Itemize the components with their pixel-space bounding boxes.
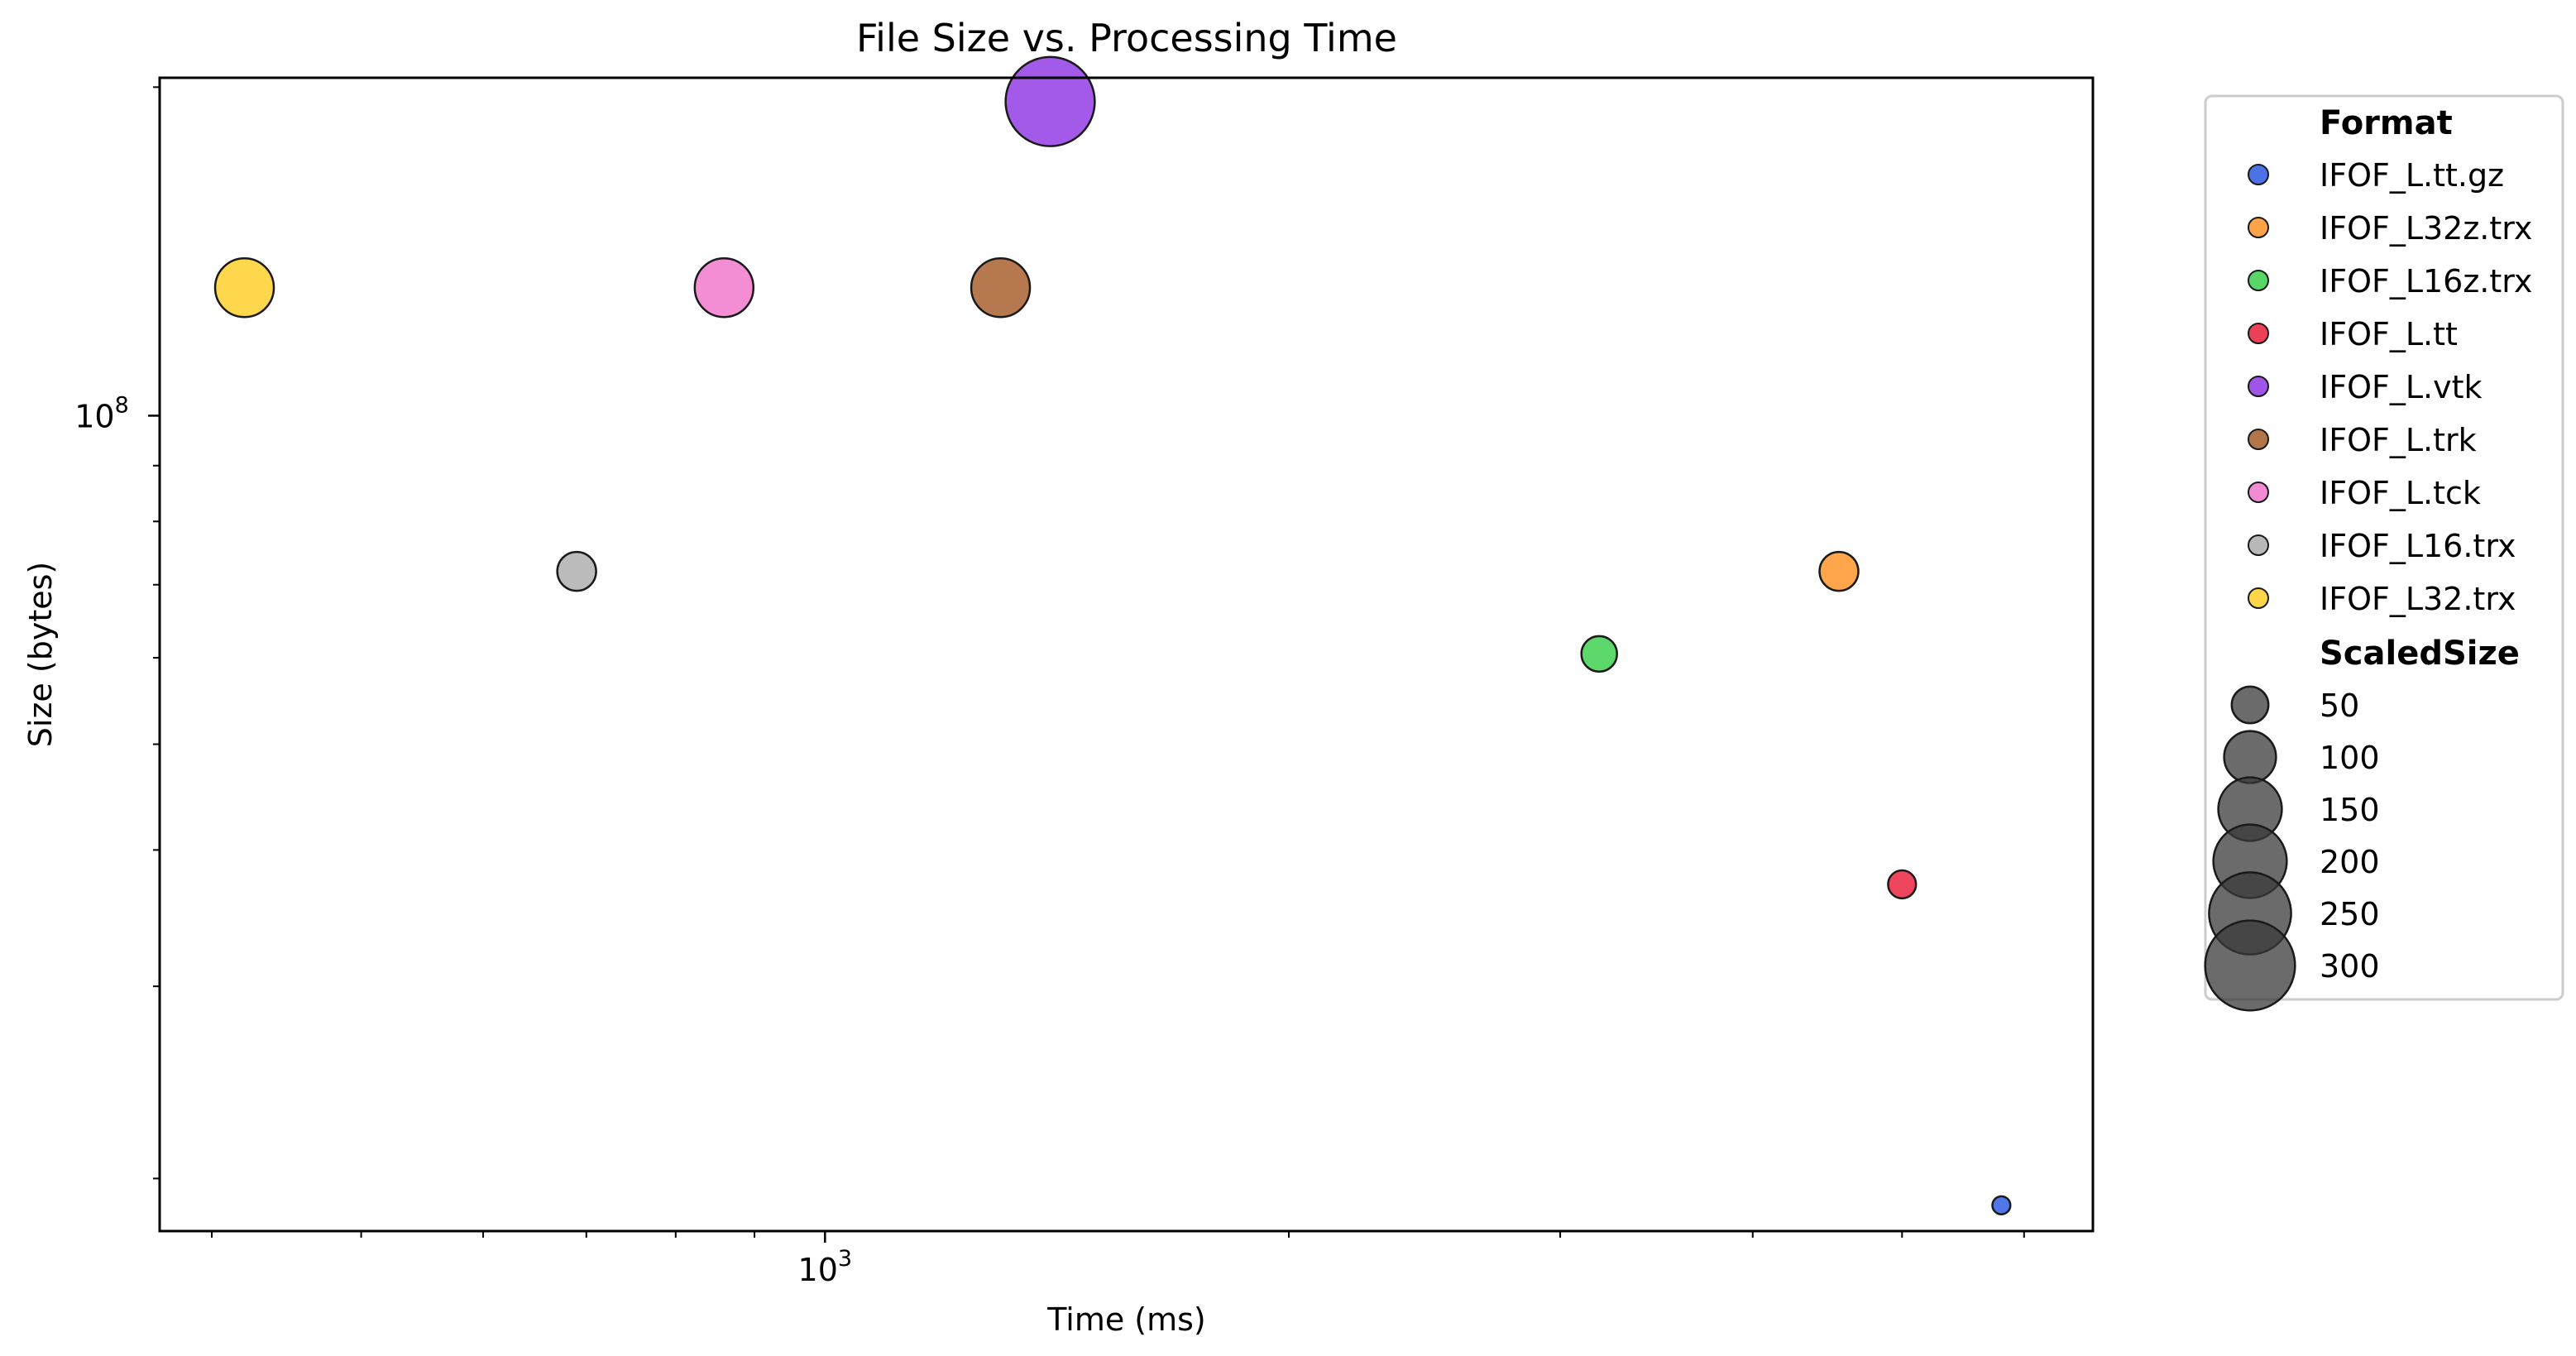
chart-title: File Size vs. Processing Time xyxy=(856,16,1397,60)
data-point xyxy=(556,550,597,592)
legend-size-label: 250 xyxy=(2320,896,2380,932)
legend-label: IFOF_L32z.trx xyxy=(2320,210,2532,247)
legend-size-marker xyxy=(2204,919,2296,1012)
legend-marker xyxy=(2248,164,2269,185)
plot-frame xyxy=(158,76,2095,1233)
legend-size-entries: 50 100 150 200 250 300 xyxy=(2204,685,2380,1012)
legend: Format IFOF_L.tt.gz IFOF_L32z.trx IFOF_L16… xyxy=(2204,94,2564,1012)
legend-series-entries: IFOF_L.tt.gz IFOF_L32z.trx IFOF_L16z.trx IF… xyxy=(2248,157,2532,617)
legend-marker xyxy=(2248,587,2269,609)
legend-size-label: 100 xyxy=(2320,740,2380,776)
data-point xyxy=(1991,1195,2012,1215)
legend-size-marker xyxy=(2230,685,2270,725)
data-point xyxy=(693,257,755,319)
data-point xyxy=(213,257,275,319)
legend-marker xyxy=(2248,270,2269,291)
legend-frame xyxy=(2204,94,2564,1001)
data-point xyxy=(1580,635,1618,673)
data-point xyxy=(970,257,1032,319)
legend-marker xyxy=(2248,217,2269,238)
y-tick-label: 108 xyxy=(74,392,129,434)
data-points xyxy=(213,55,2012,1215)
legend-size-marker xyxy=(2223,730,2277,784)
legend-label: IFOF_L.vtk xyxy=(2320,369,2482,405)
legend-marker xyxy=(2248,323,2269,344)
legend-format-title: Format xyxy=(2320,104,2453,142)
legend-size-label: 50 xyxy=(2320,688,2359,724)
legend-size-title: ScaledSize xyxy=(2320,635,2520,673)
legend-label: IFOF_L32.trx xyxy=(2320,581,2516,617)
x-tick-label: 103 xyxy=(798,1246,853,1288)
legend-size-label: 150 xyxy=(2320,792,2380,828)
legend-marker xyxy=(2248,482,2269,503)
legend-label: IFOF_L.trk xyxy=(2320,422,2477,458)
legend-label: IFOF_L.tt.gz xyxy=(2320,157,2504,194)
legend-label: IFOF_L.tt xyxy=(2320,316,2458,352)
legend-label: IFOF_L16z.trx xyxy=(2320,263,2532,299)
legend-marker xyxy=(2248,376,2269,397)
data-point xyxy=(1818,550,1860,592)
data-point xyxy=(1887,869,1918,900)
legend-marker xyxy=(2248,429,2269,450)
x-axis-label: Time (ms) xyxy=(1046,1301,1206,1338)
legend-label: IFOF_L16.trx xyxy=(2320,528,2516,564)
legend-size-label: 200 xyxy=(2320,844,2380,880)
y-axis-label: Size (bytes) xyxy=(22,562,59,747)
legend-label: IFOF_L.tck xyxy=(2320,475,2481,511)
axis-ticks: 103 108 xyxy=(74,86,2025,1288)
data-point xyxy=(1004,55,1096,147)
legend-size-label: 300 xyxy=(2320,948,2380,985)
legend-marker xyxy=(2248,534,2269,556)
